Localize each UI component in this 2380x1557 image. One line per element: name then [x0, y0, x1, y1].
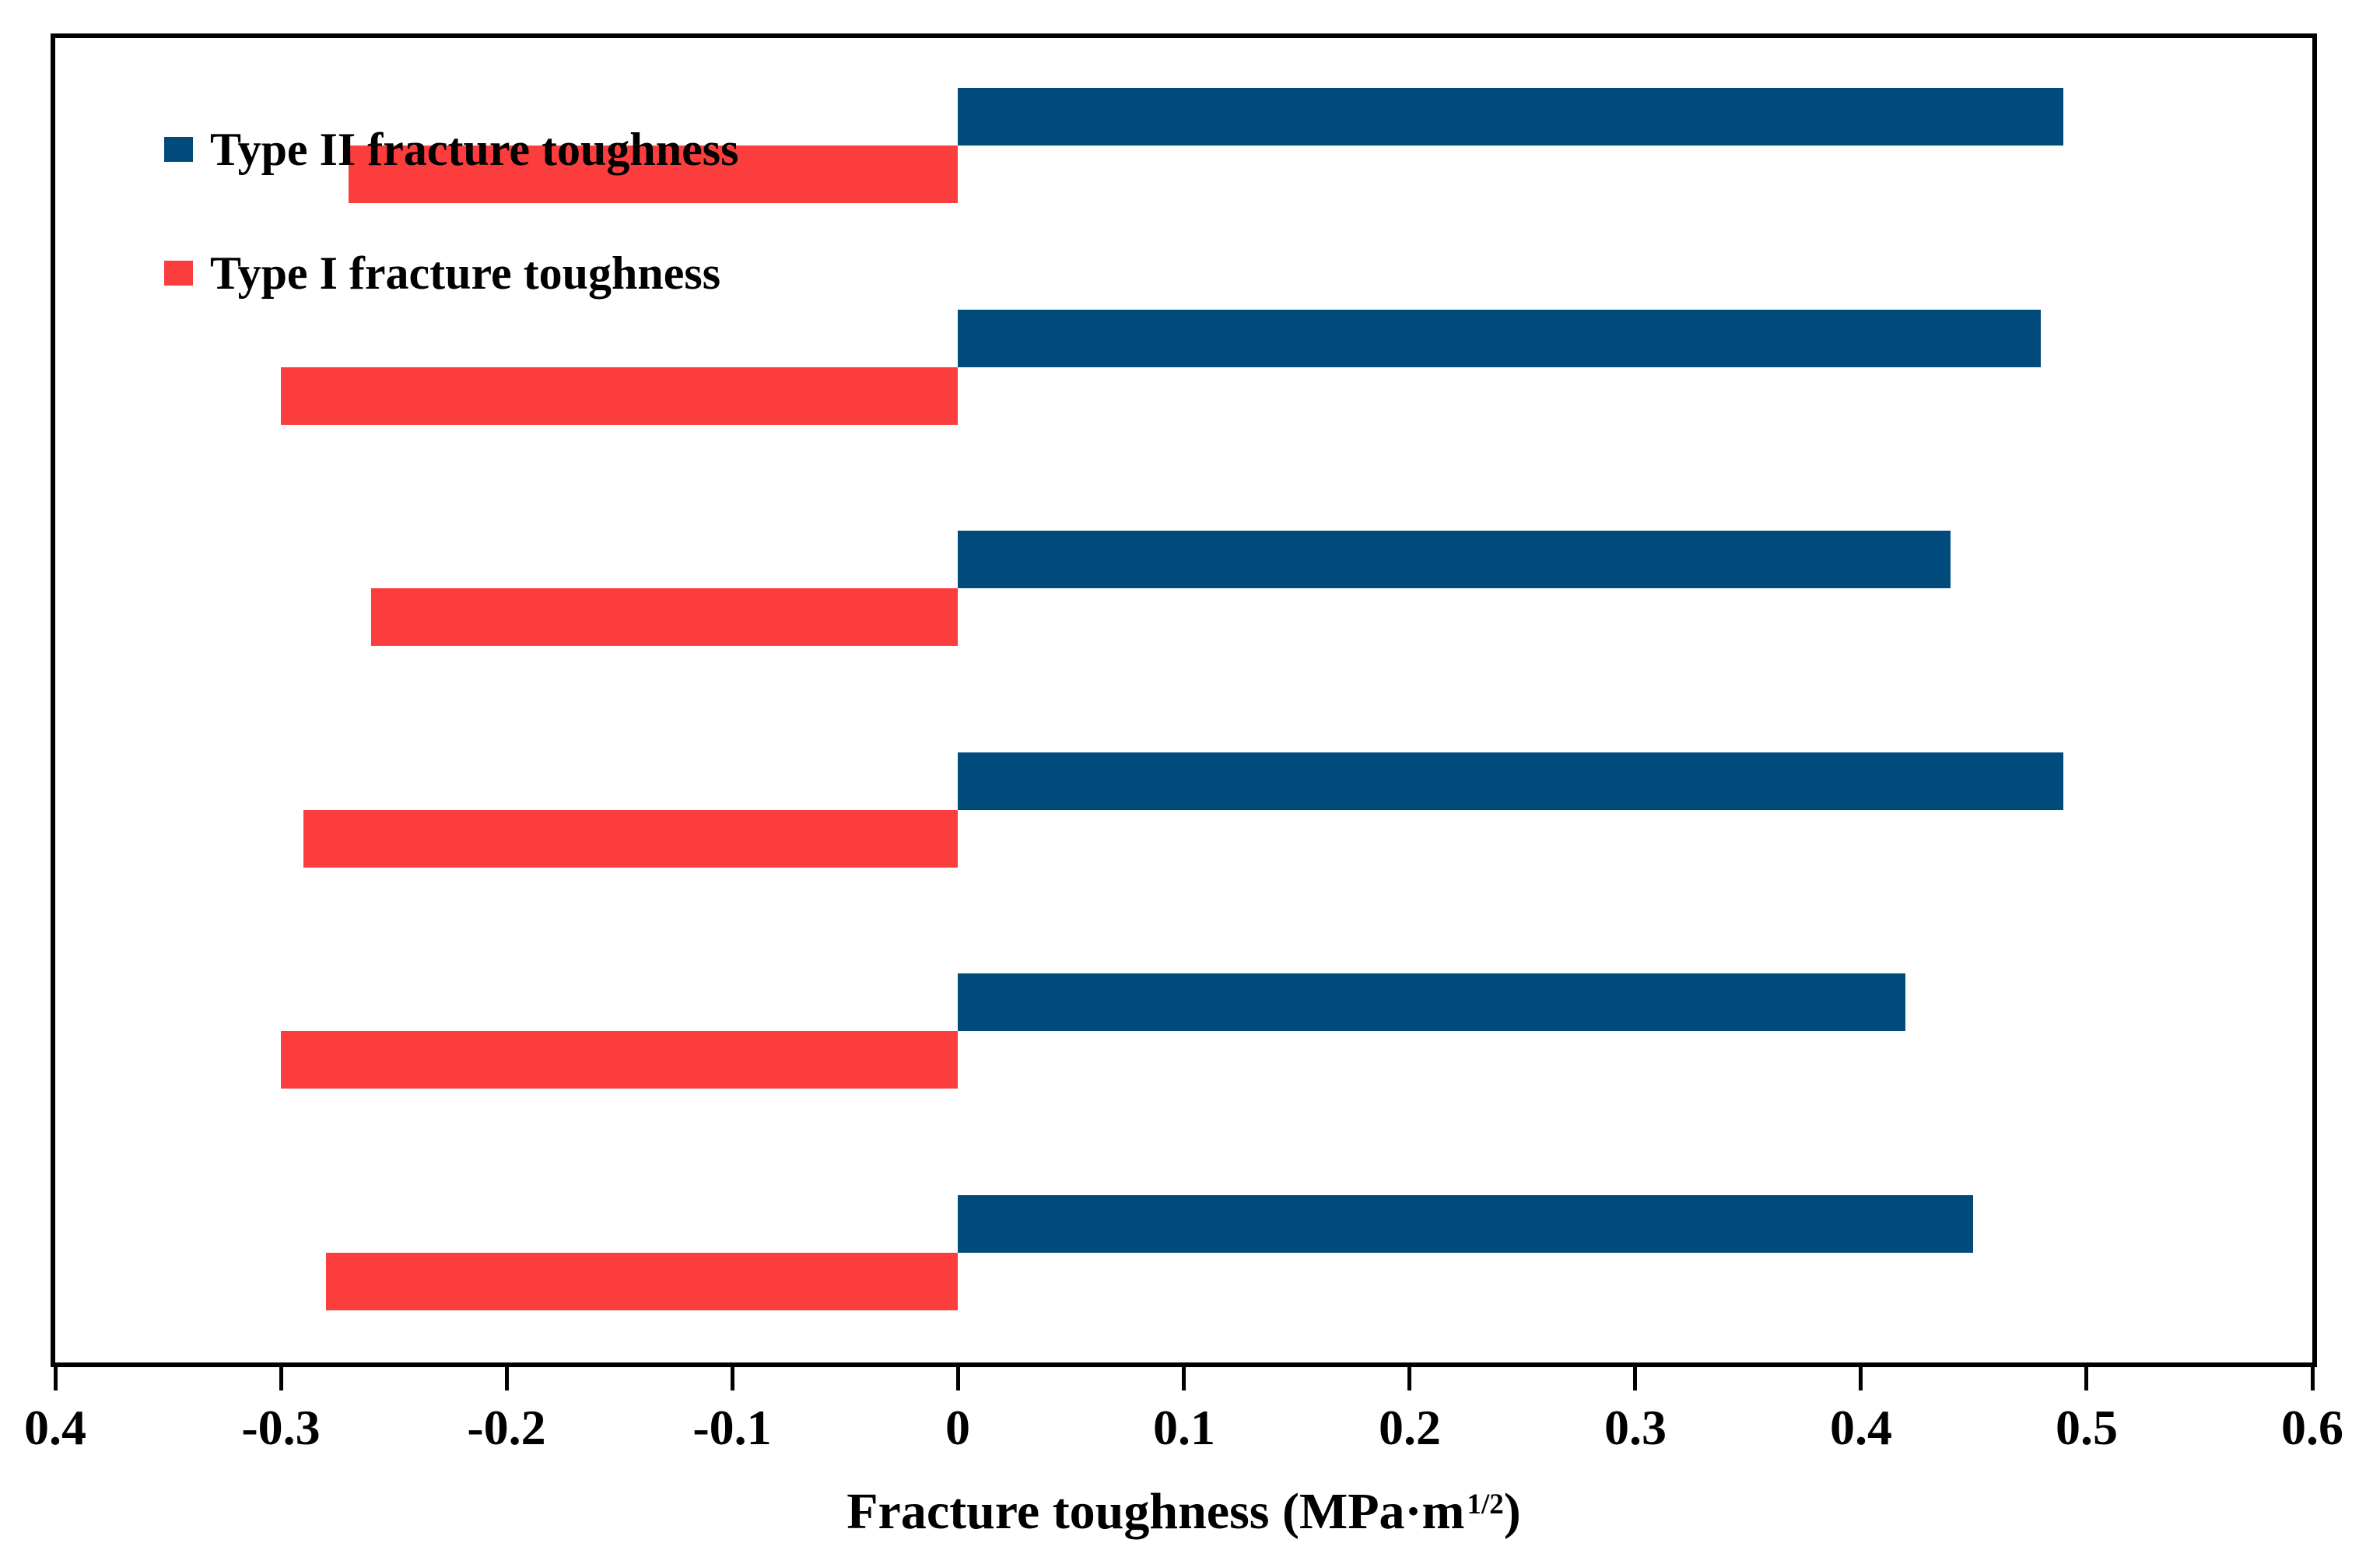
- x-axis-tick-1: [279, 1367, 283, 1390]
- x-axis-title: Fracture toughness (MPa·m1/2): [51, 1481, 2317, 1550]
- bars-layer: [55, 38, 2312, 1362]
- x-axis-title-superscript: 1/2: [1467, 1487, 1504, 1520]
- x-axis-tick-label-0: 0.4: [24, 1400, 86, 1455]
- x-axis-tick-label-4: 0: [945, 1400, 970, 1455]
- x-axis-tick-8: [1859, 1367, 1863, 1390]
- bar-series-0-group-5: [958, 1195, 1973, 1253]
- plot-area: Type II fracture toughness Type I fractu…: [51, 33, 2317, 1367]
- bar-series-1-group-5: [326, 1253, 958, 1310]
- x-axis-tick-label-10: 0.6: [2281, 1400, 2343, 1455]
- x-axis-tick-label-1: -0.3: [241, 1400, 321, 1455]
- x-axis-tick-7: [1633, 1367, 1637, 1390]
- x-axis-tick-9: [2084, 1367, 2088, 1390]
- x-axis-tick-5: [1182, 1367, 1186, 1390]
- bar-series-0-group-4: [958, 973, 1905, 1031]
- bar-series-1-group-4: [281, 1031, 958, 1089]
- x-axis-tick-label-8: 0.4: [1830, 1400, 1892, 1455]
- x-axis-tick-10: [2311, 1367, 2315, 1390]
- bar-series-0-group-0: [958, 88, 2063, 146]
- bar-series-0-group-2: [958, 531, 1951, 588]
- x-axis-tick-label-6: 0.2: [1379, 1400, 1441, 1455]
- bar-series-0-group-1: [958, 310, 2041, 367]
- x-axis-tick-6: [1407, 1367, 1411, 1390]
- bar-series-1-group-1: [281, 367, 958, 425]
- bar-series-0-group-3: [958, 752, 2063, 810]
- x-axis-tick-label-9: 0.5: [2056, 1400, 2118, 1455]
- x-axis-tick-2: [505, 1367, 509, 1390]
- x-axis-title-close-paren: ): [1503, 1483, 1521, 1540]
- x-axis-title-text: Fracture toughness (MPa·m: [846, 1483, 1465, 1540]
- x-axis-tick-label-2: -0.2: [467, 1400, 546, 1455]
- bar-series-1-group-0: [349, 146, 958, 203]
- x-axis-tick-label-3: -0.1: [692, 1400, 772, 1455]
- x-axis-tick-3: [731, 1367, 734, 1390]
- x-axis-tick-label-5: 0.1: [1153, 1400, 1215, 1455]
- bar-series-1-group-3: [303, 810, 958, 868]
- bar-series-1-group-2: [371, 588, 958, 646]
- x-axis-tick-0: [54, 1367, 58, 1390]
- x-axis-tick-label-7: 0.3: [1604, 1400, 1667, 1455]
- x-axis-tick-4: [956, 1367, 960, 1390]
